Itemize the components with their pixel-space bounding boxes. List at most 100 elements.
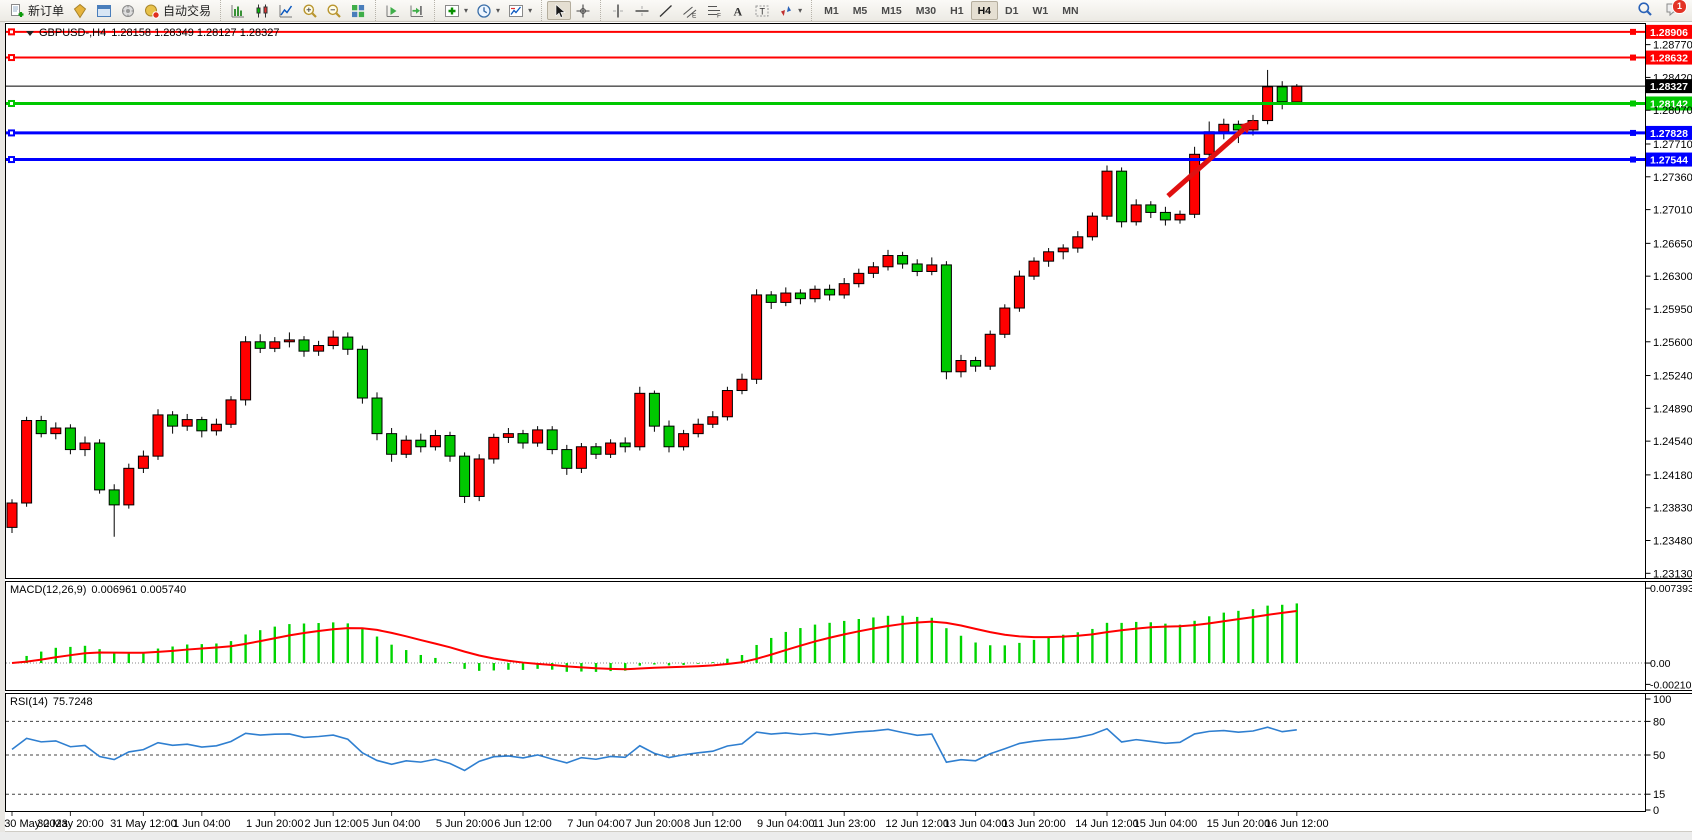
auto-scroll-icon: [385, 3, 401, 19]
data-window-button[interactable]: [92, 1, 116, 20]
svg-text:1.27010: 1.27010: [1653, 205, 1692, 217]
timeframe-W1[interactable]: W1: [1025, 1, 1055, 20]
svg-text:1.28420: 1.28420: [1653, 72, 1692, 84]
toolbar-right: 1: [1634, 0, 1690, 20]
chart-shift-button[interactable]: [405, 1, 429, 20]
svg-text:F: F: [717, 12, 721, 19]
macd-values: 0.006961 0.005740: [91, 584, 187, 596]
zoom-out-button[interactable]: [322, 1, 346, 20]
notification-badge: 1: [1672, 0, 1687, 14]
timeframe-M30[interactable]: M30: [909, 1, 943, 20]
svg-text:15 Jun 20:00: 15 Jun 20:00: [1207, 818, 1271, 830]
chart-line-icon: [278, 3, 294, 19]
current-price-line: 1.28327: [6, 79, 1692, 94]
timeframe-D1[interactable]: D1: [998, 1, 1025, 20]
text-label-button[interactable]: T: [750, 1, 774, 20]
arrows-button[interactable]: ▾: [774, 1, 806, 20]
symbol-dropdown-icon[interactable]: [26, 30, 34, 36]
trend-arrow[interactable]: [1166, 120, 1254, 198]
auto-trading-button[interactable]: 自动交易: [140, 1, 215, 20]
trendline-icon: [658, 3, 674, 19]
crosshair-button[interactable]: [571, 1, 595, 20]
horizontal-line[interactable]: 1.28906: [6, 24, 1692, 39]
zoom-in-icon: [302, 3, 318, 19]
svg-text:0.007393: 0.007393: [1650, 583, 1692, 595]
svg-text:1.25600: 1.25600: [1653, 337, 1692, 349]
rsi-title: RSI(14): [10, 696, 48, 708]
svg-text:1.27710: 1.27710: [1653, 139, 1692, 151]
svg-text:7 Jun 04:00: 7 Jun 04:00: [567, 818, 625, 830]
svg-text:1 Jun 04:00: 1 Jun 04:00: [173, 818, 231, 830]
timeframe-H4[interactable]: H4: [970, 1, 999, 20]
fibonacci-button[interactable]: F: [702, 1, 726, 20]
timeframe-M1[interactable]: M1: [817, 1, 846, 20]
text-label-icon: T: [754, 3, 770, 19]
svg-text:1.23130: 1.23130: [1653, 568, 1692, 580]
status-strip: [0, 831, 1692, 840]
svg-text:13 Jun 04:00: 13 Jun 04:00: [944, 818, 1008, 830]
timeframe-M15[interactable]: M15: [874, 1, 908, 20]
timeframe-H1[interactable]: H1: [943, 1, 970, 20]
tile-windows-icon: [350, 3, 366, 19]
svg-text:1.24890: 1.24890: [1653, 403, 1692, 415]
periods-button[interactable]: ▾: [472, 1, 504, 20]
timeframe-MN[interactable]: MN: [1055, 1, 1085, 20]
svg-text:5 Jun 20:00: 5 Jun 20:00: [436, 818, 494, 830]
svg-text:16 Jun 12:00: 16 Jun 12:00: [1265, 818, 1329, 830]
price-axis[interactable]: 1.28770 1.28420 1.28070 1.27710 1.27360 1.270…: [1645, 40, 1692, 581]
dropdown-caret-icon[interactable]: ▾: [464, 6, 469, 15]
horizontal-line[interactable]: 1.28142: [6, 96, 1692, 111]
dropdown-caret-icon[interactable]: ▾: [496, 6, 501, 15]
horizontal-line[interactable]: 1.28632: [6, 50, 1692, 65]
templates-button[interactable]: ▾: [504, 1, 536, 20]
new-order-button[interactable]: 新订单: [5, 1, 68, 20]
toolbar-group: [541, 0, 598, 21]
chart-canvas[interactable]: 1.28327 1.28906 1.28632 1.28142 1.27828 1.275…: [0, 22, 1692, 832]
dropdown-caret-icon[interactable]: ▾: [528, 6, 533, 15]
market-watch-button[interactable]: [68, 1, 92, 20]
timeframe-toolbar: M1 M5 M15 M30 H1 H4 D1 W1 MN: [811, 0, 1088, 21]
horizontal-line[interactable]: 1.27828: [6, 125, 1692, 140]
vertical-line-button[interactable]: [606, 1, 630, 20]
rsi-value: 75.7248: [52, 696, 93, 708]
horizontal-line-button[interactable]: [630, 1, 654, 20]
notifications-button[interactable]: 1: [1662, 0, 1687, 20]
trendline-button[interactable]: [654, 1, 678, 20]
svg-text:1.26650: 1.26650: [1653, 238, 1692, 250]
chart-bars-button[interactable]: [226, 1, 250, 20]
chart-plot-area[interactable]: [5, 23, 1646, 579]
templates-icon: [508, 3, 524, 19]
svg-text:1.27828: 1.27828: [1650, 128, 1688, 140]
macd-title: MACD(12,26,9): [10, 584, 87, 596]
svg-text:2 Jun 12:00: 2 Jun 12:00: [304, 818, 362, 830]
chart-candles-button[interactable]: [250, 1, 274, 20]
svg-text:11 Jun 23:00: 11 Jun 23:00: [813, 818, 876, 830]
auto-trading-icon: [144, 3, 160, 19]
crosshair-icon: [575, 3, 591, 19]
fibonacci-icon: F: [706, 3, 722, 19]
tile-windows-button[interactable]: [346, 1, 370, 20]
svg-text:15: 15: [1653, 789, 1665, 801]
chart-bars-icon: [230, 3, 246, 19]
search-button[interactable]: [1634, 1, 1656, 20]
horizontal-line[interactable]: 1.27544: [6, 152, 1692, 167]
svg-text:80: 80: [1653, 716, 1665, 728]
svg-text:1.28070: 1.28070: [1653, 105, 1692, 117]
equidistant-channel-button[interactable]: E: [678, 1, 702, 20]
text-button[interactable]: A: [726, 1, 750, 20]
svg-text:30 May 20:00: 30 May 20:00: [37, 818, 104, 830]
timeframe-M5[interactable]: M5: [846, 1, 875, 20]
auto-scroll-button[interactable]: [381, 1, 405, 20]
rsi-line: [11, 726, 1297, 772]
cursor-button[interactable]: [547, 1, 572, 20]
navigator-button[interactable]: [116, 1, 140, 20]
indicators-button[interactable]: ▾: [440, 1, 472, 20]
arrows-tool-icon: [778, 3, 794, 19]
vline-icon: [610, 3, 626, 19]
zoom-in-button[interactable]: [298, 1, 322, 20]
chart-window[interactable]: 1.28327 1.28906 1.28632 1.28142 1.27828 1.275…: [0, 22, 1692, 832]
candlestick-series: [6, 69, 1303, 537]
dropdown-caret-icon[interactable]: ▾: [798, 6, 803, 15]
chart-line-button[interactable]: [274, 1, 298, 20]
